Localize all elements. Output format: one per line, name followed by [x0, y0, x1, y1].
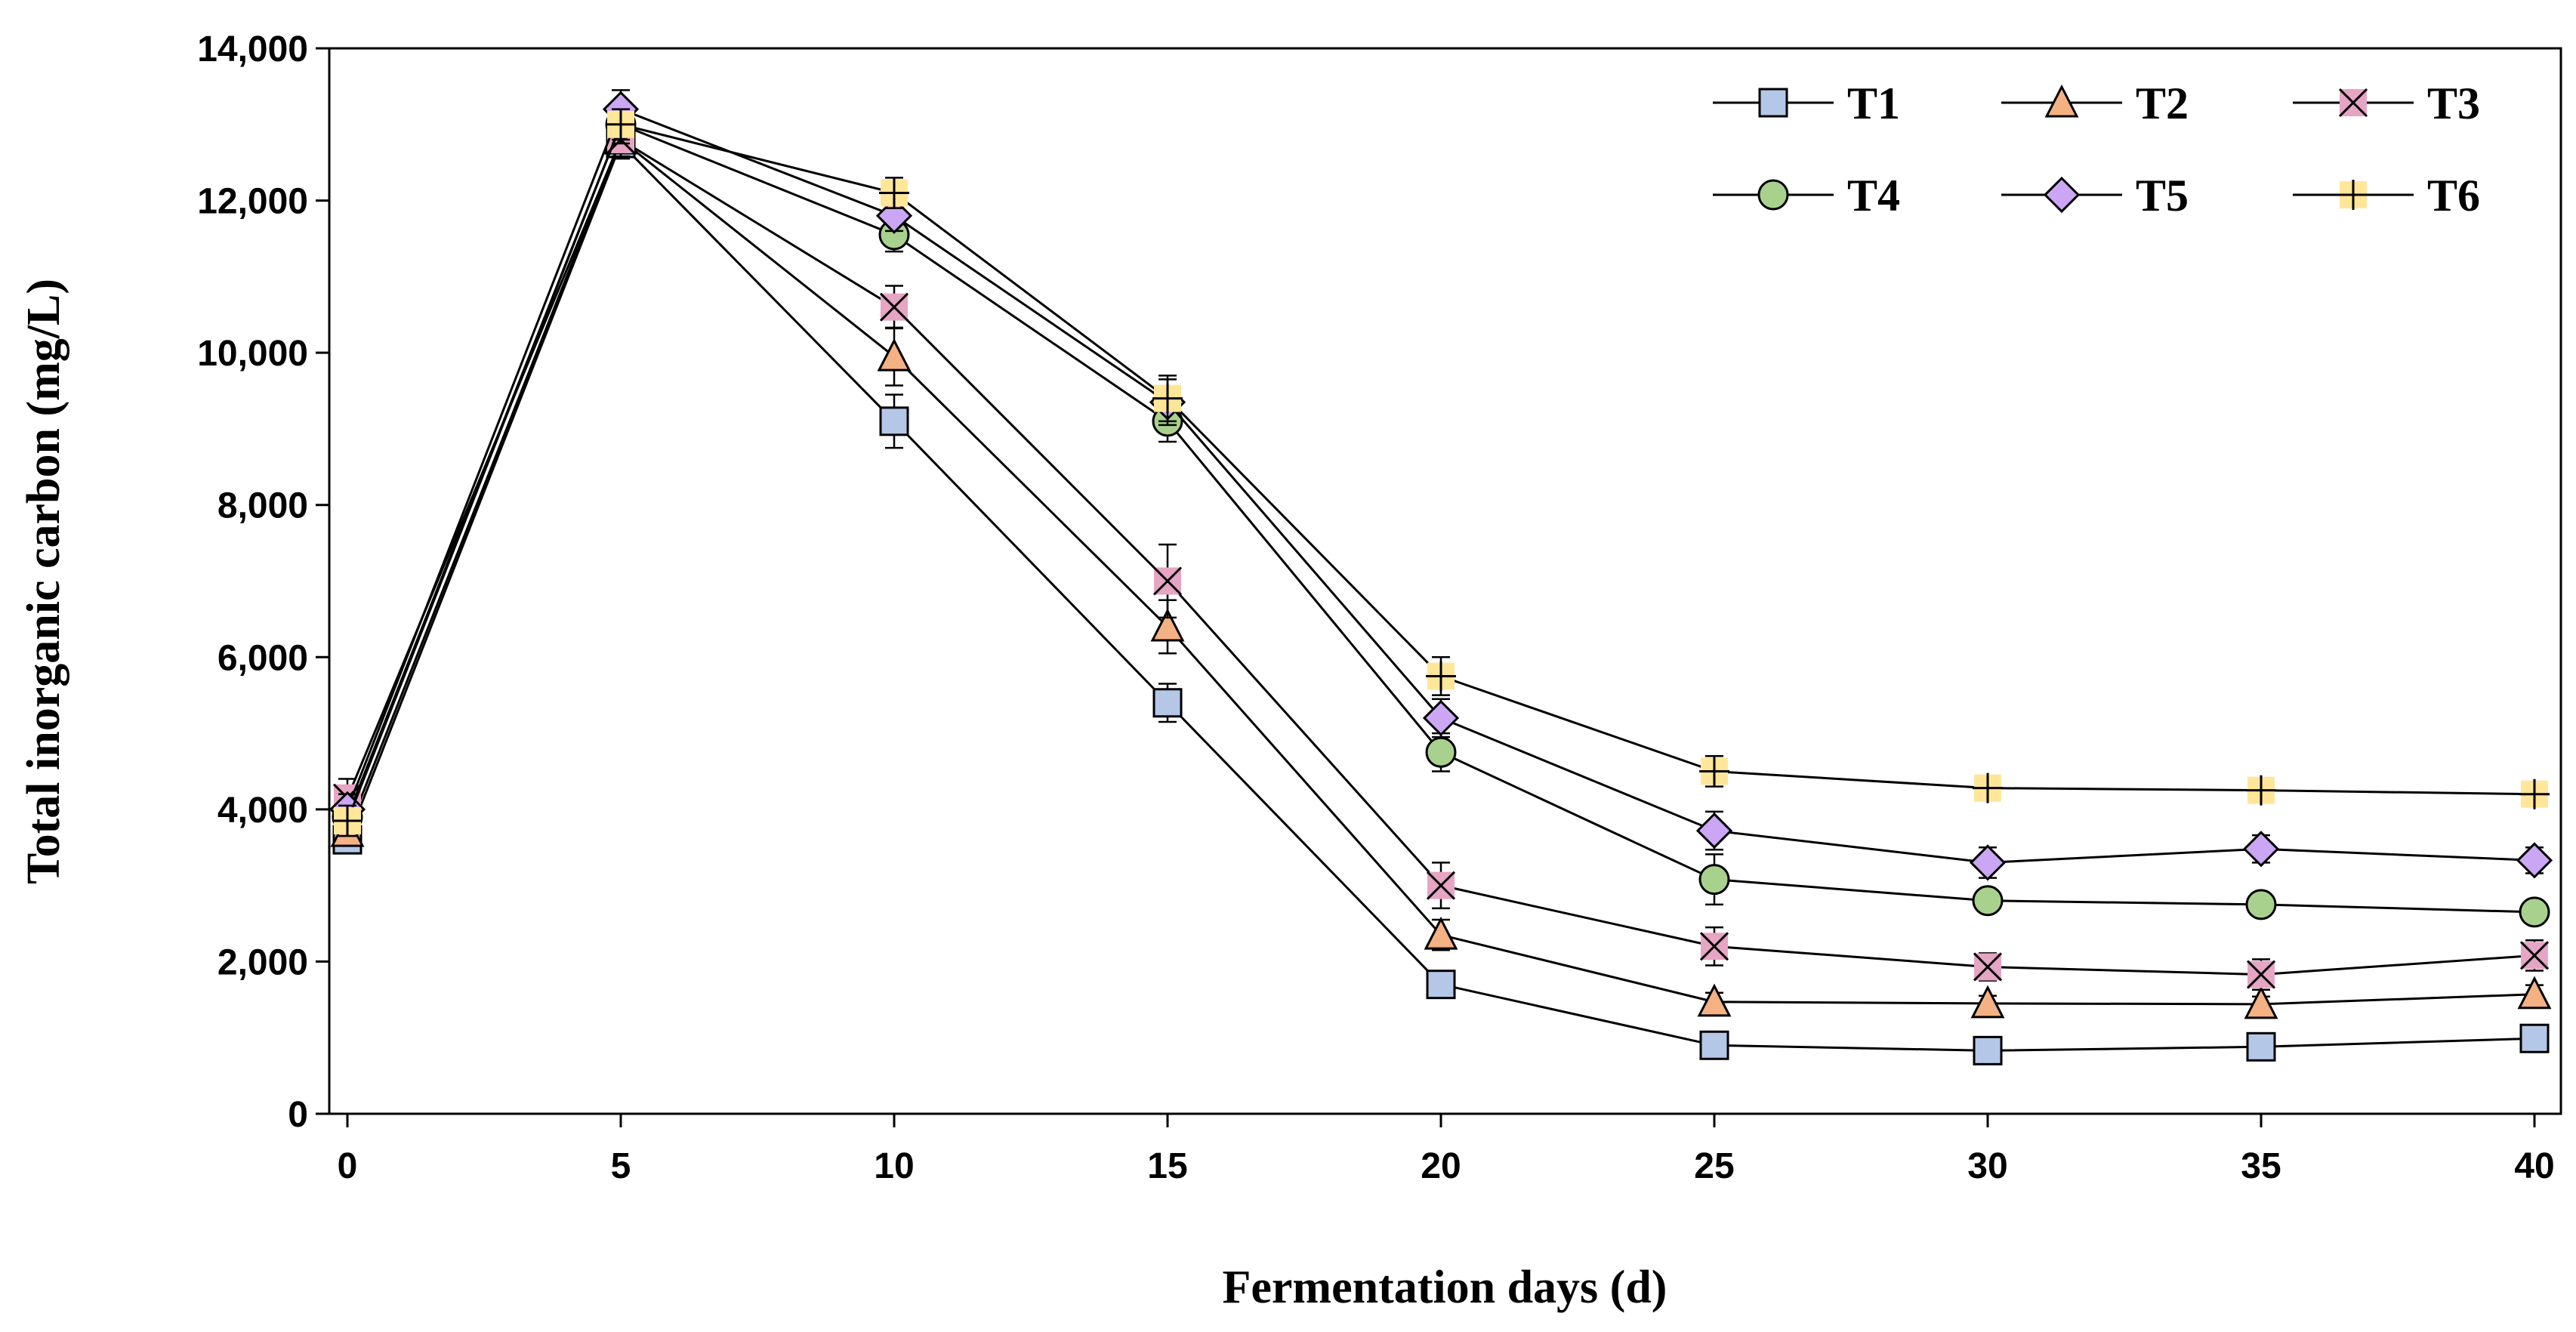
- point-T4-6: [1972, 885, 2004, 917]
- point-T3-5: [1699, 932, 1729, 961]
- legend-label-T5: T5: [2136, 171, 2189, 220]
- series-T3: [332, 121, 2550, 991]
- point-T4-4: [1425, 736, 1457, 768]
- y-tick-label-1: 2,000: [217, 942, 308, 982]
- series-T6: [332, 108, 2550, 837]
- point-T4-7: [2245, 889, 2277, 920]
- point-T5-5: [1695, 812, 1733, 849]
- point-T6-6: [1973, 772, 2003, 803]
- x-tick-label-2: 10: [874, 1146, 914, 1186]
- y-tick-label-3: 6,000: [217, 638, 308, 678]
- point-T1-4: [1426, 970, 1456, 1000]
- plot-area: [328, 47, 2562, 1115]
- y-axis: 0 2,000 4,000 6,000 8,000 10,000 12,000 14,000: [197, 29, 329, 1135]
- series-line-T4: [346, 122, 2535, 914]
- point-T6-4: [1426, 661, 1456, 692]
- point-T6-0: [332, 805, 362, 836]
- legend-marker-T5: [2043, 176, 2081, 214]
- x-tick-label-4: 20: [1421, 1146, 1461, 1186]
- legend-label-T6: T6: [2427, 171, 2480, 220]
- y-tick-label-6: 12,000: [197, 182, 308, 222]
- point-T6-2: [879, 177, 909, 208]
- x-tick-label-0: 0: [338, 1146, 358, 1186]
- series-T4: [332, 104, 2550, 928]
- point-T3-7: [2246, 960, 2276, 989]
- point-T5-8: [2516, 842, 2553, 879]
- point-T1-3: [1152, 688, 1183, 718]
- series-T2: [330, 121, 2552, 1019]
- point-T3-3: [1152, 566, 1183, 596]
- y-tick-label-2: 4,000: [217, 791, 308, 831]
- legend-label-T1: T1: [1847, 79, 1900, 128]
- x-tick-label-1: 5: [611, 1146, 631, 1186]
- point-T2-6: [1970, 985, 2005, 1019]
- point-T3-8: [2519, 941, 2550, 970]
- y-axis-title: Total inorganic carbon (mg/L): [18, 279, 69, 884]
- legend-item-T3: T3: [2293, 79, 2480, 128]
- point-T4-8: [2519, 896, 2550, 928]
- y-tick-label-0: 0: [288, 1095, 308, 1135]
- y-tick-label-5: 10,000: [197, 334, 308, 374]
- point-T2-4: [1424, 916, 1458, 950]
- legend-item-T6: T6: [2293, 171, 2480, 220]
- point-T6-3: [1152, 383, 1183, 414]
- y-tick-label-7: 14,000: [197, 29, 308, 69]
- point-T6-1: [606, 109, 636, 140]
- point-T2-8: [2517, 976, 2552, 1010]
- point-T1-8: [2519, 1023, 2550, 1053]
- y-tick-label-4: 8,000: [217, 486, 308, 526]
- point-T6-7: [2246, 775, 2276, 806]
- legend: T1 T2 T3 T4 T5 T6: [1713, 79, 2480, 220]
- x-tick-label-6: 30: [1967, 1146, 2007, 1186]
- point-T5-4: [1422, 699, 1460, 737]
- legend-item-T2: T2: [2001, 79, 2189, 128]
- point-T5-7: [2242, 831, 2280, 868]
- point-T6-8: [2519, 779, 2550, 809]
- point-T3-4: [1426, 871, 1456, 900]
- point-T2-3: [1150, 608, 1185, 642]
- point-T1-6: [1973, 1035, 2003, 1065]
- x-tick-label-5: 25: [1694, 1146, 1734, 1186]
- legend-label-T3: T3: [2427, 79, 2480, 128]
- x-axis: 0 5 10 15 20 25 30 35 40: [338, 1114, 2555, 1186]
- x-tick-label-7: 35: [2241, 1146, 2281, 1186]
- legend-item-T5: T5: [2001, 171, 2189, 220]
- x-axis-title: Fermentation days (d): [1223, 1262, 1667, 1313]
- legend-marker-T4: [1757, 179, 1789, 211]
- point-T2-7: [2244, 985, 2278, 1019]
- series-layer: [329, 89, 2553, 1065]
- legend-label-T2: T2: [2136, 79, 2189, 128]
- point-T1-5: [1699, 1030, 1729, 1060]
- legend-item-T1: T1: [1713, 79, 1900, 128]
- legend-marker-T2: [2044, 84, 2079, 118]
- legend-marker-T3: [2338, 88, 2368, 118]
- point-T6-5: [1699, 756, 1729, 787]
- point-T1-7: [2246, 1031, 2276, 1062]
- legend-item-T4: T4: [1713, 171, 1900, 220]
- point-T3-2: [879, 292, 909, 322]
- point-T2-2: [877, 338, 912, 372]
- legend-marker-T6: [2338, 180, 2368, 210]
- series-line-T1: [346, 141, 2535, 1052]
- point-T4-5: [1698, 864, 1730, 896]
- point-T3-6: [1973, 952, 2003, 982]
- series-line-T3: [346, 137, 2535, 976]
- point-T2-5: [1697, 983, 1732, 1017]
- x-tick-label-8: 40: [2514, 1146, 2554, 1186]
- point-T1-2: [879, 406, 909, 436]
- legend-label-T4: T4: [1847, 171, 1900, 220]
- point-T5-6: [1969, 844, 2007, 881]
- x-tick-label-3: 15: [1147, 1146, 1187, 1186]
- legend-marker-T1: [1758, 88, 1788, 118]
